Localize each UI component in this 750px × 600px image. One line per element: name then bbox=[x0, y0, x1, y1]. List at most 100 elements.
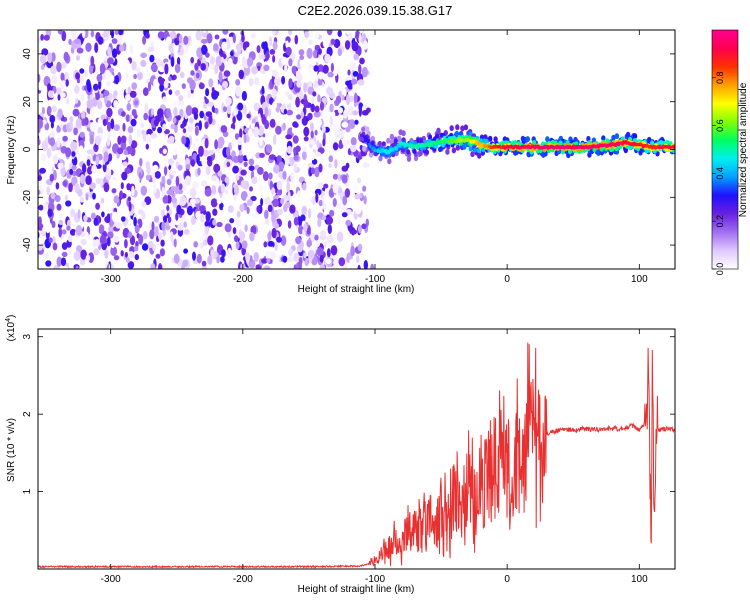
y-tick-label: 40 bbox=[22, 48, 33, 60]
noise-dot bbox=[183, 221, 187, 228]
noise-dot bbox=[175, 212, 179, 221]
noise-dot bbox=[58, 227, 62, 238]
noise-dot bbox=[70, 141, 78, 151]
noise-dot bbox=[103, 151, 109, 163]
noise-dot bbox=[318, 48, 322, 55]
noise-dot bbox=[276, 254, 280, 263]
noise-dot bbox=[347, 32, 353, 42]
signal-dot bbox=[405, 143, 410, 147]
noise-dot bbox=[86, 82, 92, 93]
noise-dot bbox=[242, 104, 247, 115]
signal-dot bbox=[476, 148, 481, 154]
noise-dot bbox=[121, 171, 128, 181]
noise-dot bbox=[288, 30, 292, 36]
noise-dot bbox=[303, 252, 307, 259]
noise-dot bbox=[243, 161, 248, 167]
noise-dot bbox=[81, 110, 86, 120]
noise-dot bbox=[286, 181, 291, 192]
noise-dot bbox=[282, 122, 286, 131]
noise-dot bbox=[96, 74, 103, 82]
noise-dot bbox=[322, 39, 329, 48]
noise-dot bbox=[316, 247, 324, 257]
noise-dot bbox=[120, 250, 124, 257]
noise-dot bbox=[141, 250, 146, 261]
x-tick-label: 100 bbox=[631, 274, 648, 285]
noise-dot bbox=[178, 183, 183, 191]
noise-dot bbox=[216, 221, 223, 228]
noise-dot bbox=[154, 226, 159, 237]
noise-dot bbox=[231, 139, 235, 148]
noise-dot bbox=[200, 57, 206, 66]
noise-dot bbox=[287, 220, 292, 229]
noise-dot bbox=[116, 147, 124, 155]
noise-dot bbox=[313, 65, 319, 72]
noise-dot bbox=[200, 213, 205, 223]
noise-dot bbox=[334, 158, 338, 169]
noise-dot bbox=[232, 116, 236, 124]
noise-dot bbox=[272, 101, 277, 110]
noise-dot bbox=[201, 260, 207, 267]
noise-dot bbox=[285, 134, 293, 140]
noise-dot bbox=[201, 38, 208, 44]
noise-dot bbox=[295, 145, 301, 153]
noise-dot bbox=[330, 111, 336, 117]
x-tick-label: -200 bbox=[233, 274, 253, 285]
noise-dot bbox=[302, 150, 307, 161]
noise-dot bbox=[50, 192, 56, 200]
noise-dot bbox=[60, 72, 65, 81]
noise-dot bbox=[271, 227, 277, 239]
noise-dot bbox=[65, 147, 72, 158]
noise-dot bbox=[308, 66, 315, 78]
noise-dot bbox=[328, 163, 332, 169]
noise-dot bbox=[303, 223, 308, 233]
noise-dot bbox=[111, 48, 118, 59]
noise-dot bbox=[199, 110, 205, 119]
noise-dot bbox=[217, 170, 223, 177]
noise-dot bbox=[264, 209, 269, 220]
noise-dot bbox=[268, 154, 276, 160]
noise-dot bbox=[198, 242, 205, 248]
noise-dot bbox=[43, 34, 50, 41]
noise-dot bbox=[207, 235, 214, 246]
noise-dot bbox=[307, 30, 314, 38]
noise-dot bbox=[75, 72, 81, 80]
spectrogram-y-label: Frequency (Hz) bbox=[6, 116, 17, 185]
noise-dot bbox=[358, 33, 363, 44]
noise-dot bbox=[51, 220, 56, 228]
noise-dot bbox=[137, 72, 143, 80]
noise-dot bbox=[273, 164, 280, 174]
noise-dot bbox=[283, 203, 288, 213]
noise-dot bbox=[323, 240, 328, 249]
noise-dot bbox=[79, 131, 85, 138]
noise-dot bbox=[166, 189, 174, 196]
noise-dot bbox=[106, 137, 111, 147]
noise-dot bbox=[219, 202, 224, 211]
noise-dot bbox=[202, 30, 207, 33]
noise-dot bbox=[350, 144, 357, 153]
noise-dot bbox=[95, 92, 100, 101]
noise-dot bbox=[271, 88, 277, 98]
noise-dot bbox=[317, 85, 324, 95]
noise-dot bbox=[262, 31, 267, 42]
signal-dot bbox=[401, 130, 406, 137]
signal-dot bbox=[449, 125, 454, 132]
noise-dot bbox=[247, 57, 254, 67]
signal-dot bbox=[378, 155, 383, 162]
noise-dot bbox=[48, 237, 53, 244]
noise-dot bbox=[221, 249, 226, 258]
noise-dot bbox=[220, 183, 226, 193]
noise-dot bbox=[38, 40, 41, 52]
noise-dot bbox=[155, 253, 161, 259]
noise-dot bbox=[250, 33, 256, 39]
noise-dot bbox=[176, 204, 182, 215]
noise-dot bbox=[291, 230, 297, 240]
signal-dot bbox=[466, 137, 470, 142]
noise-dot bbox=[363, 195, 367, 205]
noise-dot bbox=[292, 121, 298, 128]
noise-dot bbox=[144, 102, 149, 113]
noise-dot bbox=[201, 180, 208, 187]
noise-dot bbox=[214, 250, 218, 258]
noise-dot bbox=[59, 213, 63, 219]
noise-dot bbox=[166, 108, 172, 118]
noise-dot bbox=[307, 112, 313, 121]
